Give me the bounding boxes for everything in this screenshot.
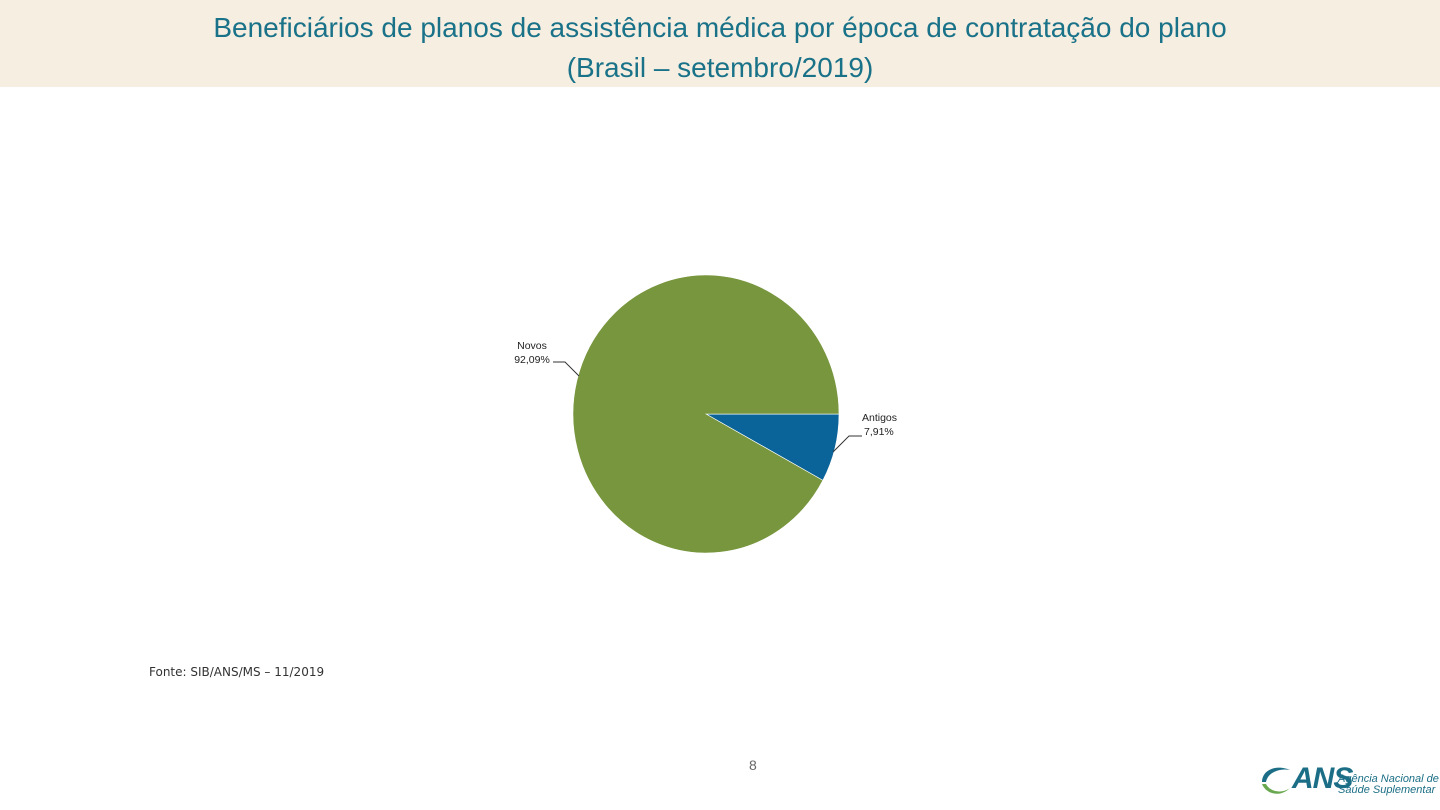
slice-label-novos: Novos xyxy=(517,340,547,352)
leader-line-antigos xyxy=(832,435,862,453)
logo-line2: Saúde Suplementar xyxy=(1338,784,1436,796)
page-title: Beneficiários de planos de assistência m… xyxy=(213,12,1227,43)
logo-line1: Agência Nacional de xyxy=(1338,773,1439,785)
page-subtitle: (Brasil – setembro/2019) xyxy=(566,52,874,83)
slice-value-antigos: 7,91% xyxy=(864,426,894,438)
ans-swirl-logo-icon xyxy=(1262,767,1290,794)
slice-value-novos: 92,09% xyxy=(514,354,550,366)
logo-acronym: ANS xyxy=(1292,762,1353,795)
title-band xyxy=(0,0,1440,87)
page-number: 8 xyxy=(749,757,757,773)
ans-logo: ANS Agência Nacional de Saúde Suplementa… xyxy=(1258,760,1439,800)
slice-label-antigos: Antigos xyxy=(862,412,897,424)
leader-line-novos xyxy=(553,361,580,377)
source-note: Fonte: SIB/ANS/MS – 11/2019 xyxy=(149,665,325,679)
pie-slice-novos xyxy=(572,274,840,554)
